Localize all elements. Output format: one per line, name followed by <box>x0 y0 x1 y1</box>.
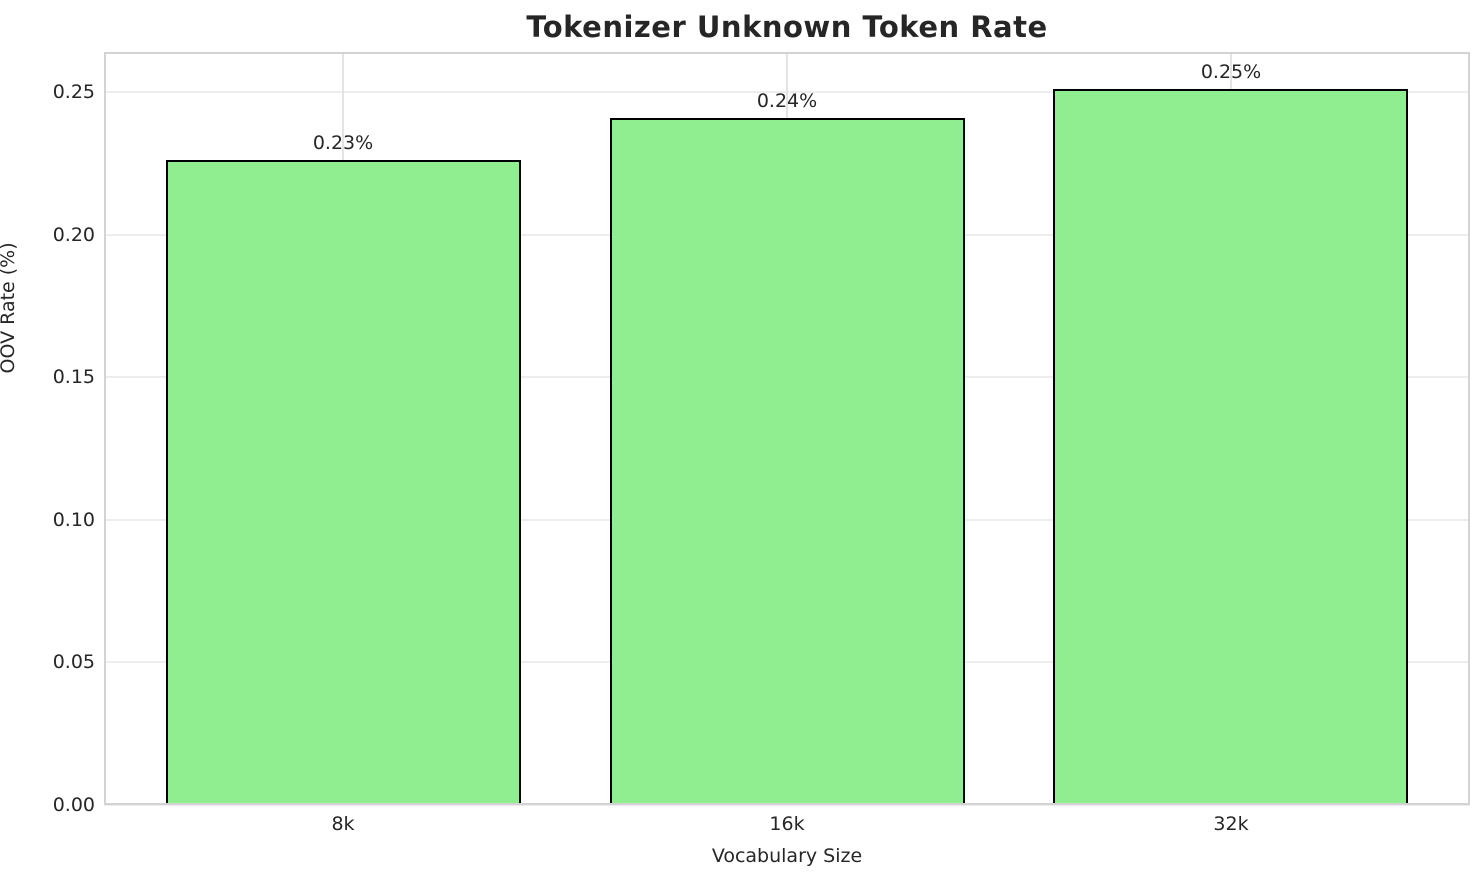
bar-16k <box>610 118 965 805</box>
x-tick-label: 32k <box>1213 813 1249 835</box>
plot-area <box>104 52 1470 806</box>
bar-8k <box>166 160 521 805</box>
y-tick-label: 0.25 <box>52 80 95 103</box>
bar-32k <box>1053 89 1408 805</box>
y-axis-label: OOV Rate (%) <box>0 242 19 374</box>
bar-value-label: 0.25% <box>1200 61 1262 83</box>
y-tick-label: 0.10 <box>52 508 95 531</box>
y-tick-label: 0.00 <box>52 794 95 816</box>
h-gridline <box>104 804 1470 806</box>
y-tick-label: 0.15 <box>52 366 95 389</box>
chart-title: Tokenizer Unknown Token Rate <box>526 10 1048 44</box>
bar-value-label: 0.24% <box>756 90 818 112</box>
x-axis-label: Vocabulary Size <box>711 845 863 867</box>
x-tick-label: 8k <box>331 813 355 835</box>
bar-value-label: 0.23% <box>312 132 374 154</box>
y-tick-label: 0.05 <box>52 651 95 674</box>
y-tick-label: 0.20 <box>52 223 95 246</box>
x-tick-label: 16k <box>769 813 805 835</box>
